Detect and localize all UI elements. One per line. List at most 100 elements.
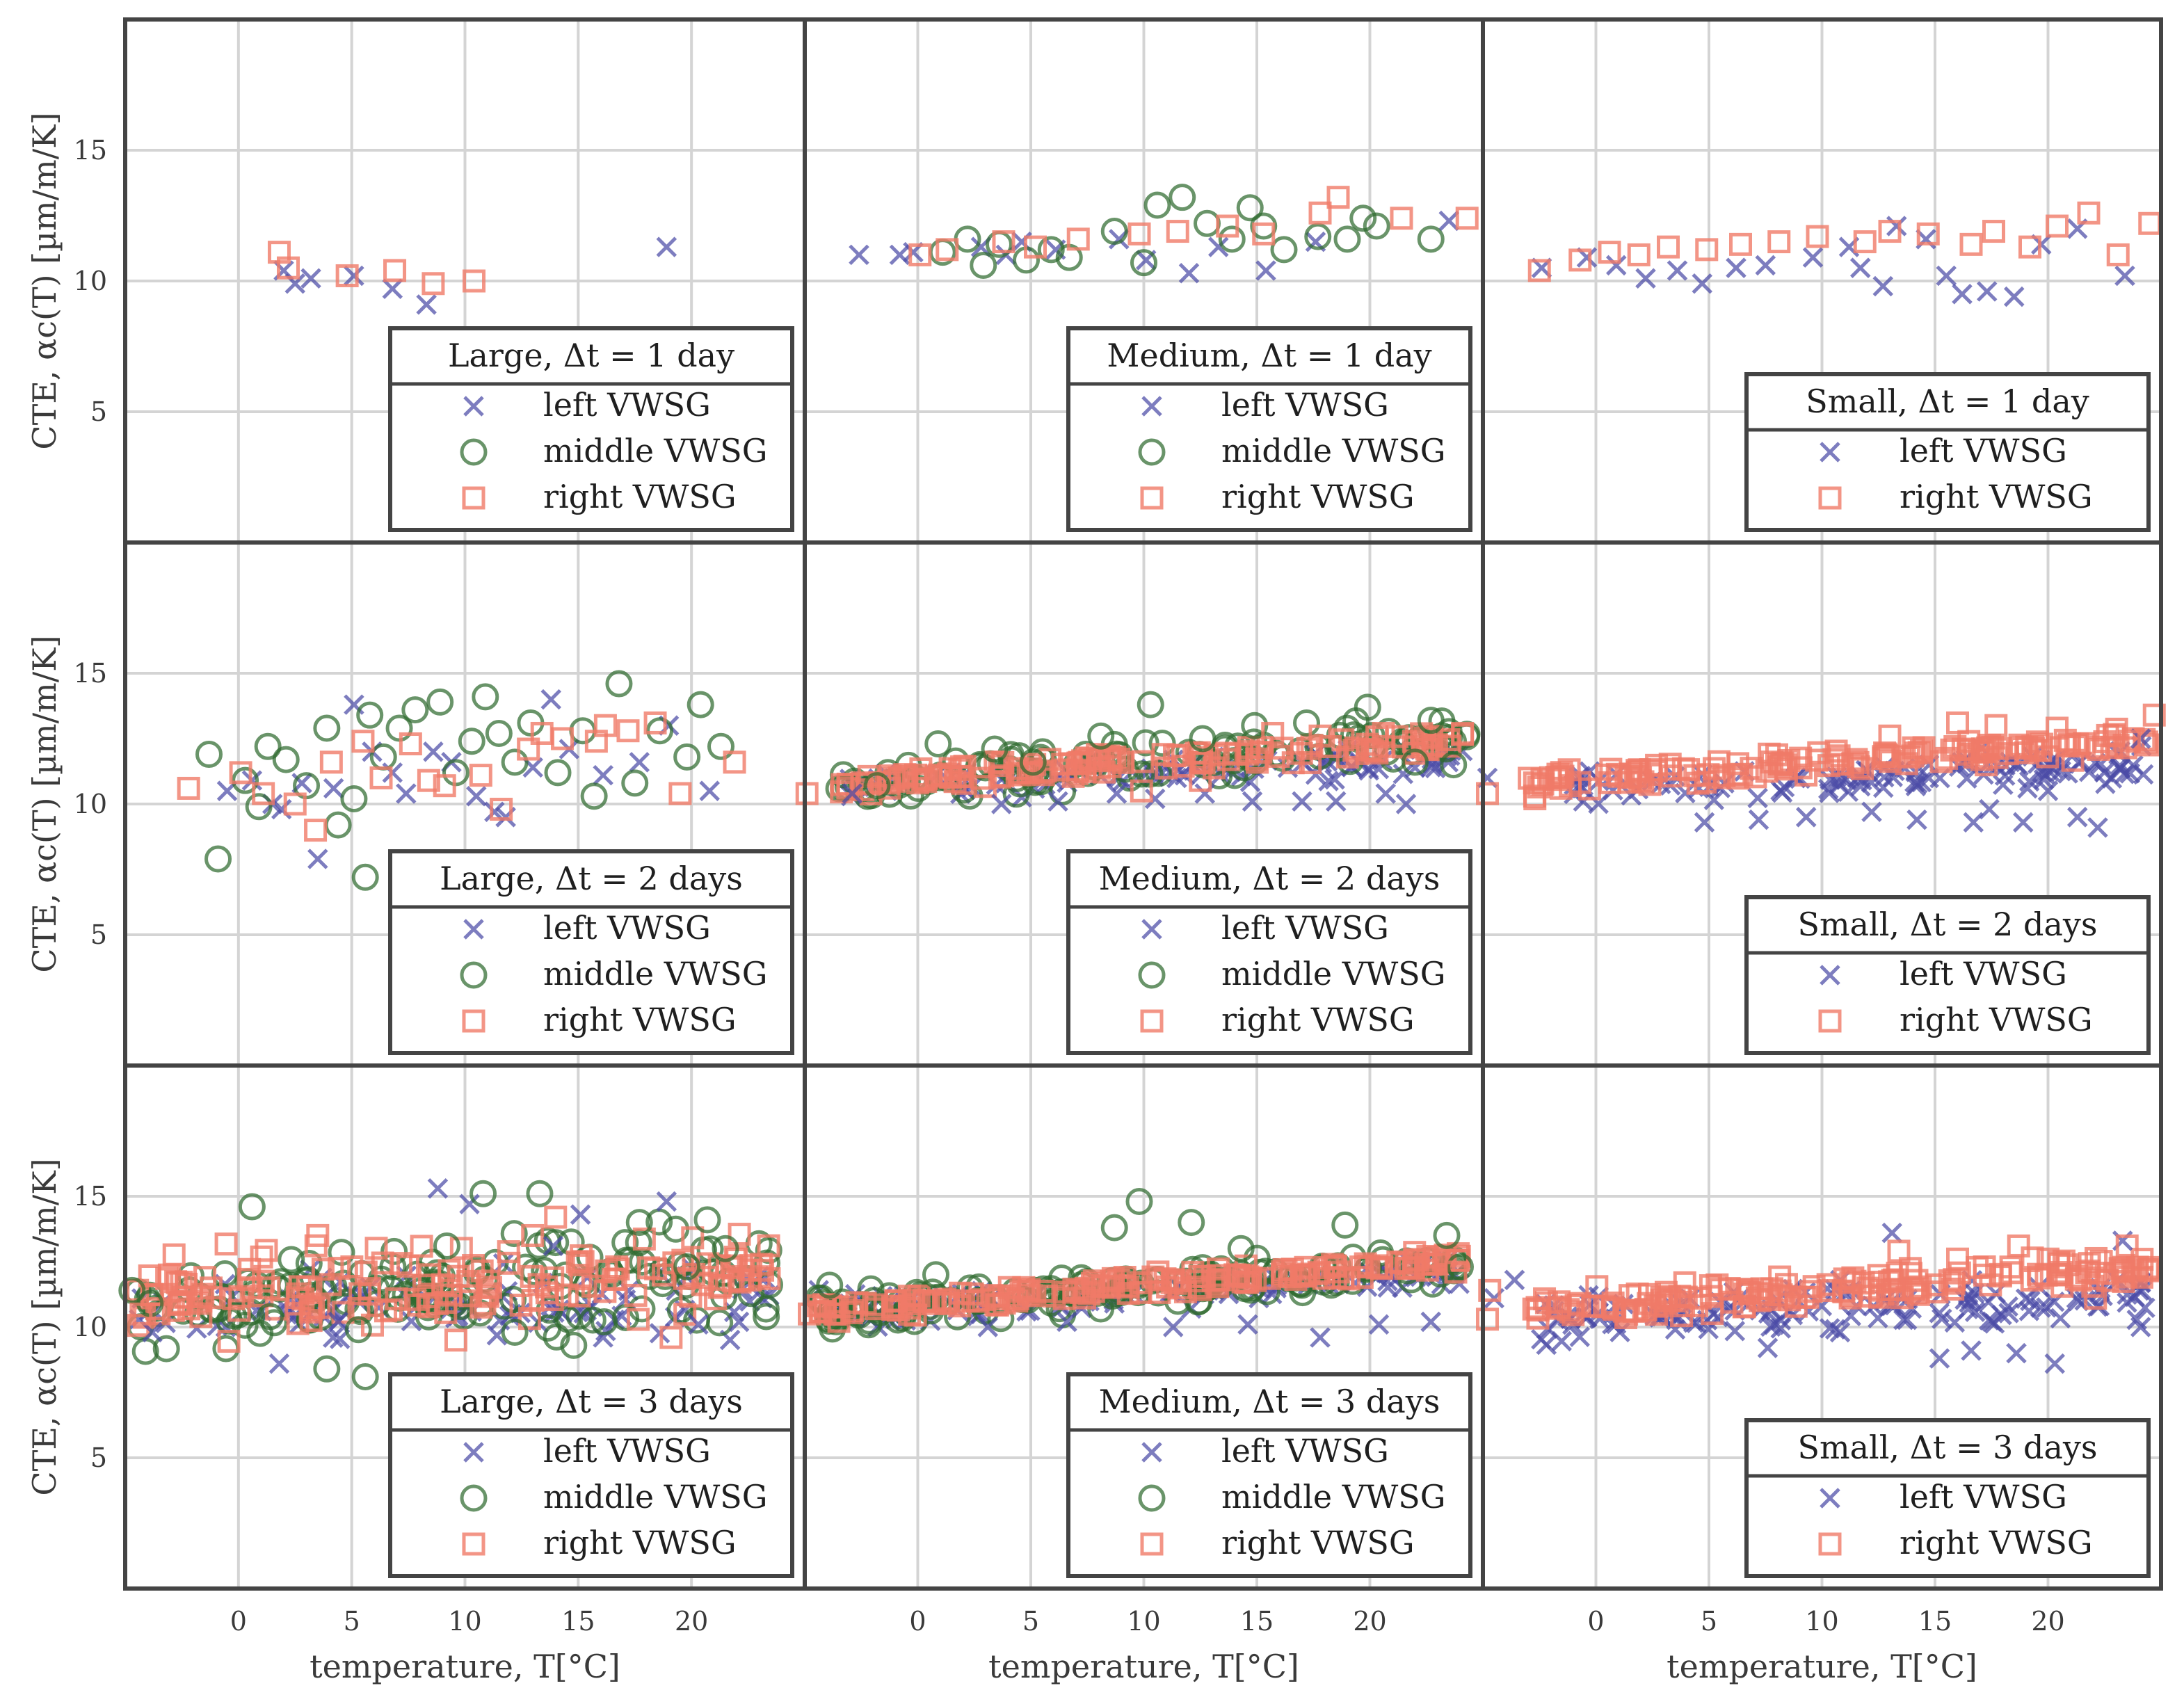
right-vwsg-point [250,1245,273,1269]
x-tick-label: 10 [1127,1606,1160,1637]
right-vwsg-point [399,732,422,756]
right-vwsg-point [1673,1271,1696,1294]
left-vwsg-point [1979,798,2000,820]
right-vwsg-point [739,1254,763,1278]
left-vwsg-point [1872,275,1894,297]
x-axis-label: temperature, T[°C] [1667,1648,1977,1685]
middle-vwsg-point [433,1232,460,1260]
right-vwsg-point [728,1223,751,1246]
left-vwsg-point [1207,236,1229,257]
right-vwsg-point [908,243,932,266]
right-vwsg-point [1455,207,1479,230]
right-vwsg-point [1476,1308,1499,1331]
right-vwsg-point [1092,760,1116,784]
legend-title: Small, Δt = 1 day [1806,383,2089,420]
right-vwsg-point [1070,1280,1093,1304]
right-vwsg-point [328,1257,351,1280]
right-vwsg-point [425,1292,449,1315]
right-vwsg-point [1712,764,1736,787]
middle-vwsg-point [1100,1214,1128,1241]
right-vwsg-point [616,719,640,743]
middle-vwsg-point [256,1303,284,1331]
right-vwsg-point [2021,1246,2044,1270]
legend-entry-left: left VWSG [1900,1478,2067,1516]
middle-vwsg-point [278,1246,305,1273]
right-vwsg-point [1280,1257,1304,1281]
right-vwsg-point [497,1251,521,1275]
right-vwsg-point [1127,222,1151,246]
middle-vwsg-point [693,1206,721,1234]
right-vwsg-point [992,230,1015,254]
right-vwsg-point [813,1299,837,1323]
frame-layer [123,17,2163,1591]
middle-vwsg-point [1227,1235,1255,1262]
left-vwsg-point [1886,216,1907,236]
left-vwsg-point [2135,1297,2155,1319]
legend-entry-left: left VWSG [543,386,711,424]
right-vwsg-point [177,776,200,800]
left-vwsg-point [427,1177,449,1199]
middle-vwsg-point [954,225,981,253]
right-vwsg-point [2114,736,2137,759]
left-vwsg-point [2018,1301,2040,1321]
right-vwsg-point [2121,1258,2144,1282]
right-vwsg-point [517,737,540,761]
right-vwsg-point [390,1252,413,1276]
left-vwsg-point [1763,1314,1785,1335]
left-vwsg-point [1772,782,1793,803]
right-vwsg-point [497,1240,520,1264]
right-vwsg-point [1098,1276,1121,1299]
middle-vwsg-point [686,691,714,718]
left-vwsg-point [1325,791,1347,812]
right-vwsg-point [1943,735,1967,759]
left-vwsg-point [459,1193,480,1215]
right-vwsg-point [1701,1302,1724,1326]
middle-vwsg-point [605,670,633,698]
right-vwsg-point [1824,739,1848,763]
right-vwsg-point [1068,750,1091,774]
legend-marker-right [462,1009,485,1033]
left-vwsg-point [2017,778,2038,799]
right-vwsg-point [723,750,746,774]
left-vwsg-point [1929,1348,1950,1369]
left-vwsg-point [1318,771,1339,791]
legend-entry-right: right VWSG [543,478,737,515]
middle-vwsg-point [1331,1211,1359,1239]
legend-marker-left [1141,1442,1162,1463]
legend-box [1744,895,2151,1055]
right-vwsg-point [1395,1252,1418,1276]
left-vwsg-point [1057,1311,1077,1333]
middle-vwsg-point [500,1220,528,1248]
middle-vwsg-point [712,1235,739,1262]
legend-marker-right [1818,1009,1842,1033]
x-tick-label: 15 [561,1606,595,1637]
right-vwsg-point [1758,1287,1781,1311]
right-vwsg-point [593,1280,617,1303]
right-vwsg-point [1559,1300,1583,1324]
left-vwsg-point [1635,268,1656,289]
right-vwsg-point [1166,220,1189,243]
right-vwsg-point [973,775,997,798]
middle-vwsg-point [351,1363,379,1390]
right-vwsg-point [1201,1269,1225,1292]
right-vwsg-point [417,1263,441,1287]
x-tick-label: 5 [1701,1606,1717,1637]
right-vwsg-point [569,1267,593,1291]
legend-marker-left [463,396,484,417]
legend-entry-middle: middle VWSG [543,432,768,469]
right-vwsg-point [1131,750,1155,773]
left-vwsg-point [2012,812,2034,833]
right-vwsg-point [1819,1279,1842,1303]
left-vwsg-point [423,741,444,762]
left-vwsg-point [1242,791,1263,812]
legend: Large, Δt = 2 days left VWSG middle VWSG ri… [388,849,794,1055]
right-vwsg-point [2046,214,2069,238]
right-vwsg-point [1155,756,1178,780]
left-vwsg-point [688,1314,709,1335]
middle-vwsg-point [501,1319,529,1347]
left-vwsg-point [990,794,1012,814]
y-axis-label: CTE, αc(T) [µm/m/K] [26,112,63,449]
y-axis-label: CTE, αc(T) [µm/m/K] [26,1158,63,1495]
left-vwsg-point [2018,771,2040,792]
